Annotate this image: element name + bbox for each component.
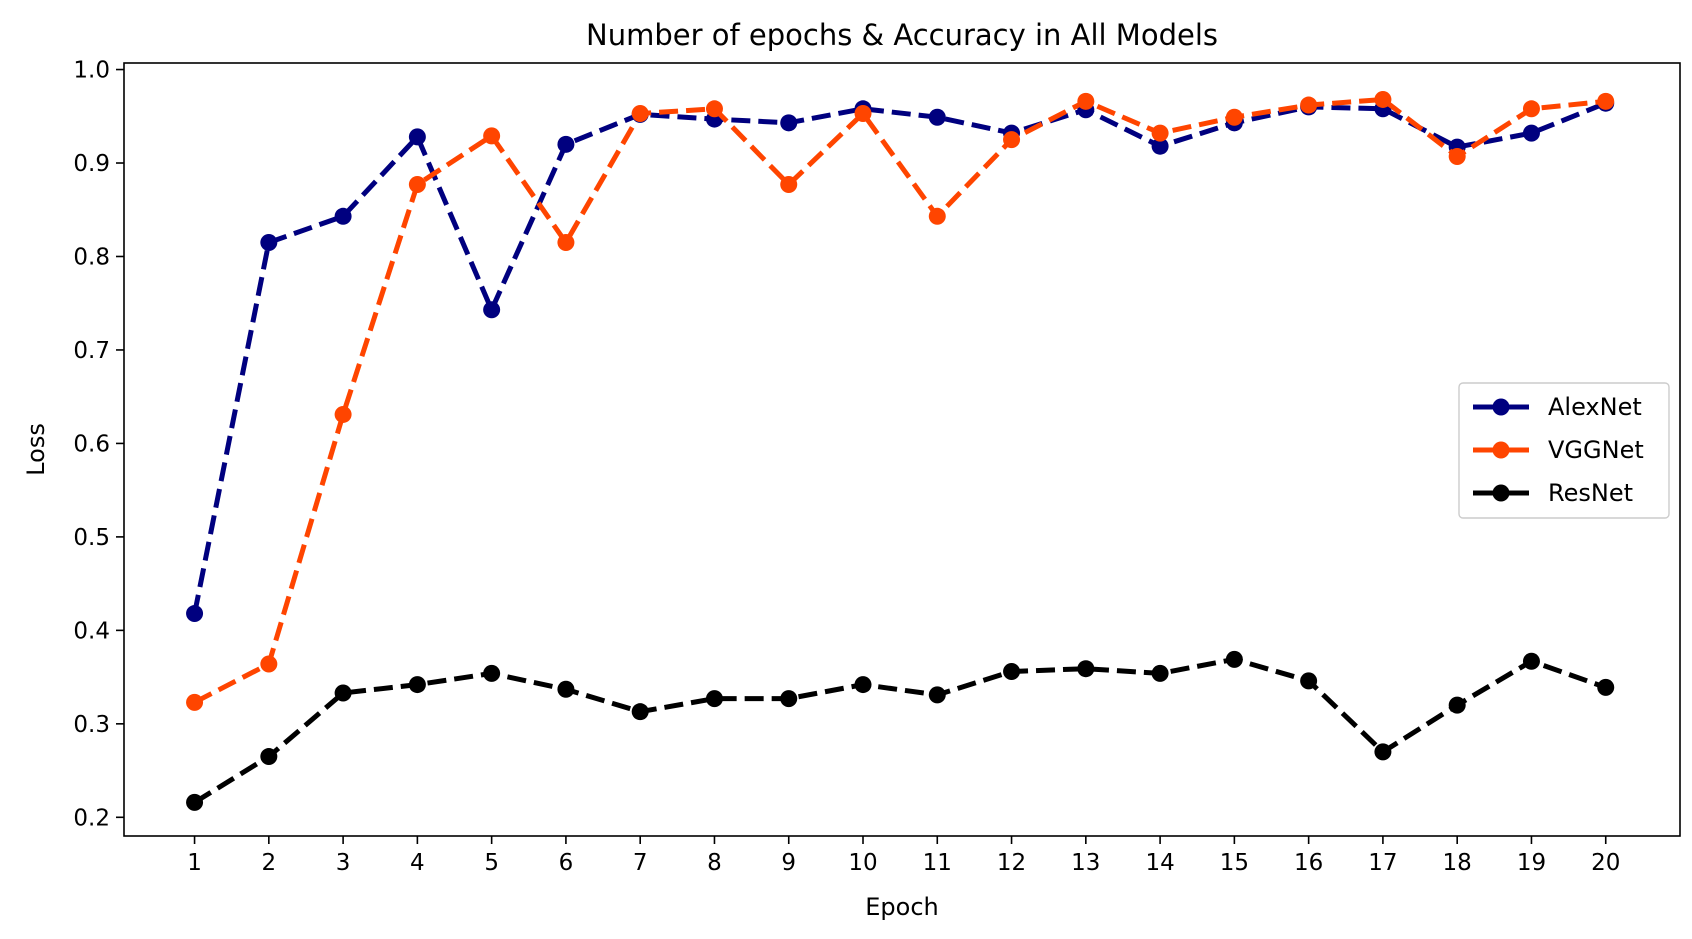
resnet-point	[408, 676, 426, 694]
alexnet-point	[334, 207, 352, 225]
y-tick-label: 1.0	[73, 58, 110, 84]
x-tick-label: 3	[336, 850, 351, 876]
x-tick-label: 1	[187, 850, 202, 876]
y-tick-label: 0.9	[73, 151, 110, 177]
resnet-point	[483, 664, 501, 682]
x-tick-label: 17	[1368, 850, 1397, 876]
alexnet-point	[483, 301, 501, 319]
resnet-point	[1448, 696, 1466, 714]
y-tick-label: 0.3	[73, 712, 110, 738]
resnet-point	[1077, 660, 1095, 678]
resnet-point	[1597, 678, 1615, 696]
legend: AlexNet VGGNet ResNet	[1458, 382, 1670, 519]
x-tick-label: 20	[1591, 850, 1620, 876]
vggnet-point	[705, 100, 723, 118]
resnet-point	[705, 690, 723, 708]
x-tick-label: 2	[262, 850, 277, 876]
vggnet-point	[1225, 108, 1243, 126]
x-tick-label: 6	[559, 850, 574, 876]
y-tick-label: 0.5	[73, 525, 110, 551]
vggnet-point	[483, 127, 501, 145]
vggnet-point	[631, 104, 649, 122]
vggnet-point	[260, 655, 278, 673]
resnet-series-line	[193, 656, 1607, 805]
alexnet-point	[408, 128, 426, 146]
resnet-point	[1374, 743, 1392, 761]
x-tick-label: 14	[1145, 850, 1174, 876]
vggnet-point	[334, 405, 352, 423]
vggnet-point	[1597, 92, 1615, 110]
vggnet-point	[1522, 100, 1540, 118]
x-tick-label: 7	[633, 850, 648, 876]
resnet-point	[260, 748, 278, 766]
vggnet-point	[854, 104, 872, 122]
x-tick-label: 12	[997, 850, 1026, 876]
resnet-point	[928, 686, 946, 704]
vggnet-point	[1448, 147, 1466, 165]
legend-alexnet-marker	[1492, 398, 1510, 416]
resnet-point	[780, 690, 798, 708]
resnet-point	[557, 680, 575, 698]
vggnet-point	[1077, 92, 1095, 110]
alexnet-point	[1151, 137, 1169, 155]
x-tick-label: 10	[848, 850, 877, 876]
legend-resnet-label: ResNet	[1548, 479, 1633, 507]
x-tick-label: 11	[923, 850, 952, 876]
x-tick-label: 9	[781, 850, 796, 876]
axes-frame	[123, 62, 1681, 837]
x-tick-label: 4	[410, 850, 425, 876]
resnet-point	[1522, 652, 1540, 670]
plot-area: 0.20.30.40.50.60.70.80.91.01 2 3 4 5 6 7 8 9 10 11…	[73, 58, 1681, 876]
vggnet-point	[186, 693, 204, 711]
x-tick-label: 5	[484, 850, 499, 876]
x-tick-label: 8	[707, 850, 722, 876]
vggnet-point	[1300, 96, 1318, 114]
y-tick-label: 0.2	[73, 805, 110, 831]
alexnet-point	[557, 135, 575, 153]
legend-alexnet-label: AlexNet	[1548, 393, 1642, 421]
resnet-point	[1003, 662, 1021, 680]
vggnet-point	[1151, 124, 1169, 142]
vggnet-point	[557, 233, 575, 251]
chart-title: Number of epochs & Accuracy in All Model…	[586, 18, 1218, 52]
alexnet-point	[260, 233, 278, 251]
y-tick-label: 0.6	[73, 431, 110, 457]
y-tick-label: 0.8	[73, 244, 110, 270]
alexnet-series-line	[192, 100, 1607, 614]
vggnet-point	[928, 207, 946, 225]
resnet-point	[1300, 672, 1318, 690]
y-tick-label: 0.4	[73, 618, 110, 644]
x-tick-label: 18	[1443, 850, 1472, 876]
resnet-point	[1225, 650, 1243, 668]
resnet-point	[854, 676, 872, 694]
alexnet-point	[1522, 124, 1540, 142]
alexnet-point	[928, 108, 946, 126]
legend-box	[1458, 382, 1670, 519]
alexnet-point	[186, 605, 204, 623]
legend-vggnet-marker	[1492, 441, 1510, 459]
x-tick-label: 13	[1071, 850, 1100, 876]
legend-vggnet-label: VGGNet	[1548, 436, 1644, 464]
y-axis-title: Loss	[22, 423, 50, 476]
resnet-point	[631, 703, 649, 721]
resnet-point	[186, 793, 204, 811]
alexnet-point	[780, 114, 798, 132]
vggnet-series-line	[193, 97, 1606, 705]
x-axis-title: Epoch	[865, 893, 939, 921]
vggnet-point	[1003, 131, 1021, 149]
x-tick-label: 16	[1294, 850, 1323, 876]
resnet-point	[1151, 664, 1169, 682]
x-tick-label: 15	[1220, 850, 1249, 876]
vggnet-point	[780, 176, 798, 194]
y-tick-label: 0.7	[73, 338, 110, 364]
vggnet-point	[408, 176, 426, 194]
resnet-point	[334, 684, 352, 702]
vggnet-point	[1374, 90, 1392, 108]
x-tick-label: 19	[1517, 850, 1546, 876]
legend-resnet-marker	[1492, 484, 1510, 502]
